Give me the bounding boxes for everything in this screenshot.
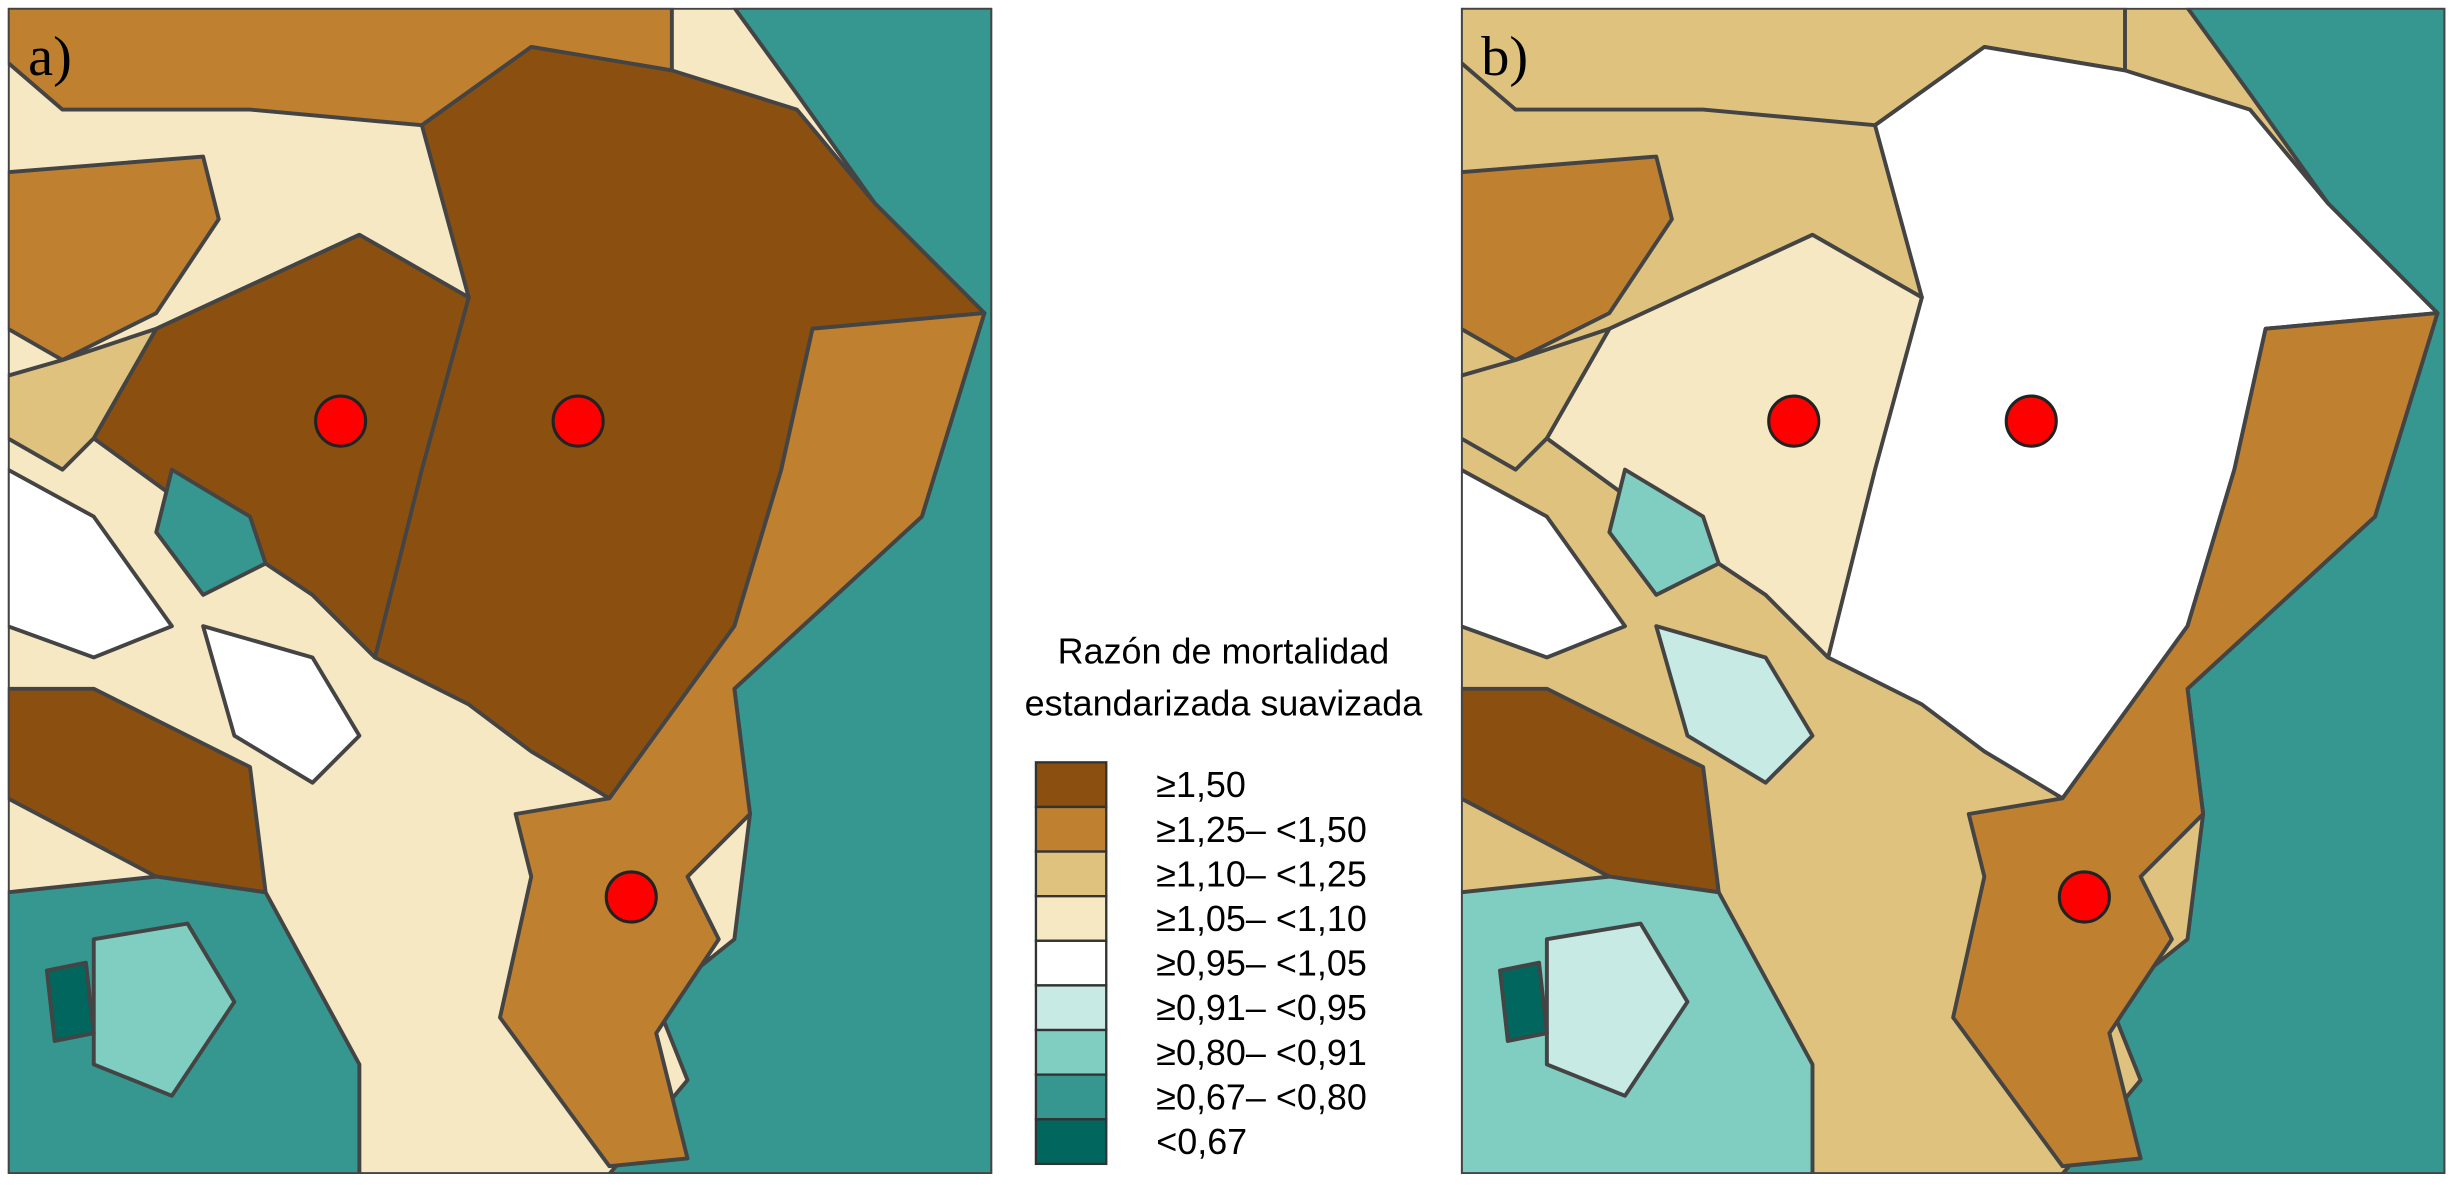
region [1460, 154, 1674, 362]
region [154, 467, 268, 597]
legend-label: ≥1,05– <1,10 [1156, 898, 1367, 939]
legend-swatch [1034, 850, 1108, 898]
legend-swatch [1034, 1028, 1108, 1076]
legend-label: <0,67 [1156, 1121, 1247, 1162]
map-panel-a [7, 7, 993, 1175]
legend-label: ≥0,67– <0,80 [1156, 1076, 1367, 1117]
legend-title: estandarizada suavizada [1025, 682, 1423, 723]
legend: ≥1,50≥1,25– <1,50≥1,10– <1,25≥1,05– <1,1… [1034, 761, 1367, 1166]
legend-label: ≥1,25– <1,50 [1156, 809, 1367, 850]
panel-label: b) [1481, 26, 1528, 88]
marker-point [551, 394, 605, 448]
legend-swatch [1034, 984, 1108, 1032]
region [1544, 232, 1924, 660]
legend-swatch [1034, 895, 1108, 942]
region [7, 467, 174, 660]
legend-label: ≥0,91– <0,95 [1156, 987, 1367, 1028]
region [7, 154, 221, 362]
region [91, 232, 471, 660]
marker-point [1767, 394, 1821, 448]
marker-point [604, 870, 658, 924]
marker-point [2004, 394, 2058, 448]
legend-swatch [1034, 805, 1108, 853]
region [1607, 467, 1721, 597]
marker-point [2057, 870, 2111, 924]
legend-swatch [1034, 761, 1108, 809]
region [44, 960, 96, 1043]
region [1951, 311, 2440, 1169]
legend-label: ≥1,10– <1,25 [1156, 853, 1367, 894]
region [7, 326, 159, 472]
marker-point [314, 394, 368, 448]
region [91, 921, 237, 1098]
legend-label: ≥0,80– <0,91 [1156, 1032, 1367, 1073]
map-panel-b [1460, 7, 2446, 1175]
legend-title: Razón de mortalidad [1058, 631, 1390, 672]
legend-swatch [1034, 939, 1108, 987]
region [1544, 921, 1690, 1098]
region [201, 624, 362, 785]
region [1498, 960, 1549, 1043]
region [1654, 624, 1815, 785]
legend-label: ≥1,50 [1156, 764, 1246, 805]
region [1460, 326, 1612, 472]
legend-swatch [1034, 1118, 1108, 1166]
region [1460, 467, 1627, 660]
legend-label: ≥0,95– <1,05 [1156, 943, 1367, 984]
panel-label: a) [28, 26, 72, 88]
region [498, 311, 987, 1169]
legend-swatch [1034, 1073, 1108, 1121]
